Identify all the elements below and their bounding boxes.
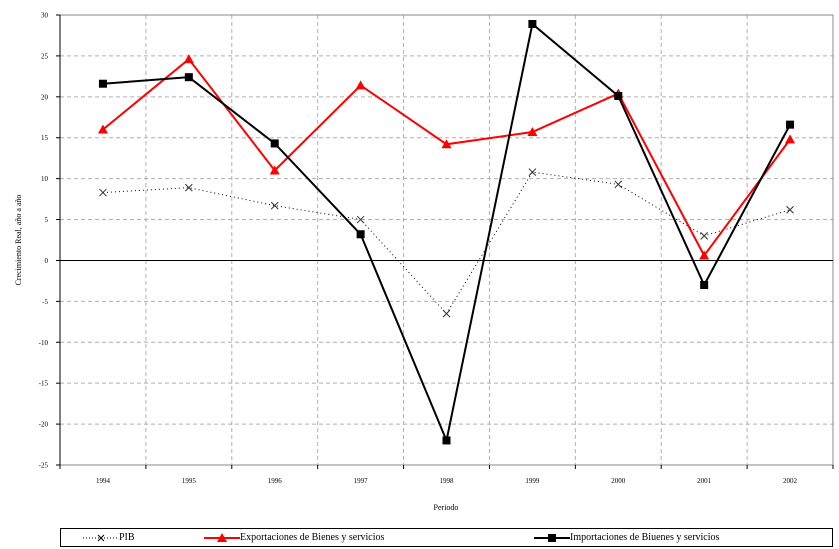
- x-tick-label: 2002: [783, 477, 798, 485]
- y-tick-label: 0: [45, 257, 49, 265]
- data-point-importaciones: [614, 92, 623, 100]
- data-point-pib: [614, 180, 623, 189]
- legend-swatch-pib: [83, 534, 119, 541]
- data-point-importaciones: [356, 230, 365, 239]
- x-tick-label: 1998: [440, 477, 455, 485]
- x-axis-title: Periodo: [434, 503, 459, 512]
- legend: PIB Exportaciones de Bienes y servicios …: [60, 528, 833, 547]
- data-point-pib: [270, 201, 279, 210]
- data-point-pib: [528, 168, 537, 176]
- y-axis-title: Crecimiento Real, año a año: [14, 195, 23, 286]
- data-point-importaciones: [184, 73, 193, 82]
- data-point-pib: [184, 183, 193, 192]
- legend-item-importaciones: Importaciones de Biuenes y servicios: [534, 529, 719, 546]
- grid-lines: [60, 15, 833, 465]
- data-point-exportaciones: [355, 80, 366, 90]
- x-tick-label: 2001: [697, 477, 712, 485]
- plot-area-frame: [59, 14, 834, 466]
- x-tick-label: 1994: [96, 477, 111, 485]
- y-tick-label: -5: [42, 298, 48, 306]
- y-tick-label: -25: [39, 462, 49, 470]
- y-tick-label: 10: [41, 175, 49, 183]
- data-point-pib: [356, 215, 365, 224]
- legend-swatch-importaciones: [534, 533, 570, 542]
- series-layer: [97, 20, 796, 445]
- y-tick-label: 20: [41, 93, 49, 101]
- y-tick-label: 15: [41, 134, 49, 142]
- axes: -25 -20 -15 -10 -5 0 5 10 15 20 25 30 1994 1995 1996 19…: [39, 12, 834, 485]
- legend-swatch-exportaciones: [204, 532, 240, 542]
- legend-label-exportaciones: Exportaciones de Bienes y servicios: [240, 532, 385, 543]
- x-tick-label: 1997: [354, 477, 369, 485]
- data-point-exportaciones: [527, 127, 538, 136]
- data-point-importaciones: [270, 139, 279, 148]
- data-point-exportaciones: [699, 250, 710, 260]
- data-point-pib: [700, 232, 709, 240]
- data-point-pib: [442, 309, 451, 318]
- y-tick-label: 25: [41, 52, 49, 60]
- data-point-exportaciones: [97, 124, 108, 134]
- data-point-importaciones: [98, 79, 107, 88]
- y-tick-label: 5: [45, 216, 49, 224]
- data-point-exportaciones: [269, 165, 280, 175]
- legend-label-importaciones: Importaciones de Biuenes y servicios: [570, 532, 720, 543]
- legend-label-pib: PIB: [119, 532, 135, 543]
- series-line-2: [102, 22, 791, 444]
- data-point-exportaciones: [785, 134, 796, 144]
- x-tick-label: 1999: [525, 477, 540, 485]
- data-point-pib: [99, 188, 107, 197]
- y-tick-label: -10: [39, 339, 49, 347]
- x-tick-label: 1996: [268, 477, 283, 485]
- legend-item-pib: PIB: [83, 529, 135, 546]
- x-tick-label: 2000: [611, 477, 626, 485]
- data-point-importaciones: [442, 436, 451, 445]
- x-tick-label: 1995: [182, 477, 197, 485]
- y-tick-label: -15: [39, 380, 49, 388]
- y-tick-label: -20: [39, 421, 49, 429]
- data-point-importaciones: [786, 120, 795, 129]
- series-line-0: [102, 171, 791, 315]
- line-chart: -25 -20 -15 -10 -5 0 5 10 15 20 25 30 1994 1995 1996 19…: [14, 12, 834, 512]
- data-point-importaciones: [528, 20, 537, 28]
- data-point-pib: [786, 205, 794, 214]
- legend-item-exportaciones: Exportaciones de Bienes y servicios: [204, 529, 384, 546]
- data-point-exportaciones: [183, 54, 194, 64]
- data-point-exportaciones: [441, 139, 452, 149]
- data-point-importaciones: [700, 281, 709, 289]
- y-tick-label: 30: [41, 12, 49, 20]
